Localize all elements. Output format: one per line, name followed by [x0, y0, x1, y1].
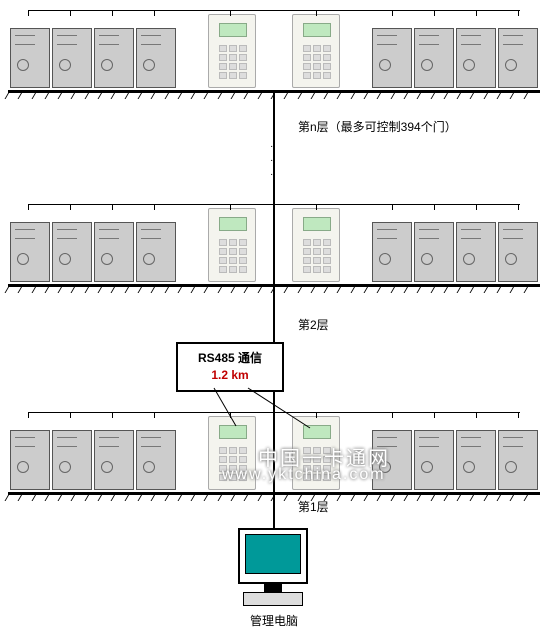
monitor-icon [238, 528, 308, 584]
pc-label: 管理电脑 [250, 612, 298, 629]
management-pc [238, 528, 308, 606]
